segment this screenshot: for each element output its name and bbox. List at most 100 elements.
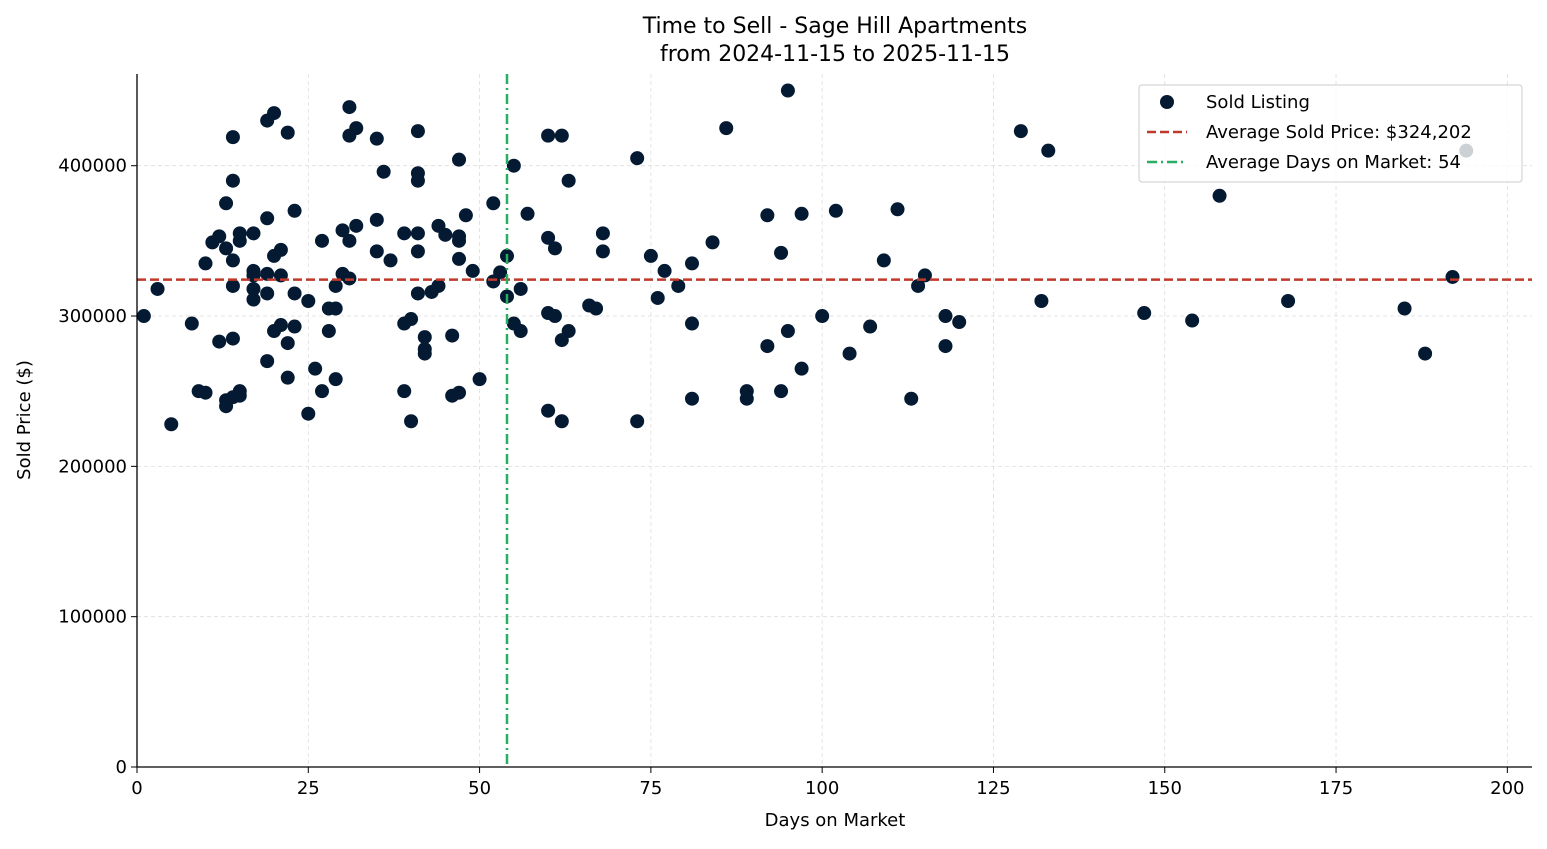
chart-title: Time to Sell - Sage Hill Apartments <box>642 14 1028 39</box>
data-point <box>828 203 843 218</box>
data-point <box>273 318 288 333</box>
data-point <box>404 414 419 429</box>
data-point <box>561 173 576 188</box>
data-point <box>541 403 556 418</box>
x-tick-label: 50 <box>468 778 491 799</box>
data-point <box>506 158 521 173</box>
data-point <box>520 206 535 221</box>
data-point <box>314 233 329 248</box>
y-tick-label: 100000 <box>58 607 127 628</box>
data-point <box>225 253 240 268</box>
data-point <box>705 235 720 250</box>
data-point <box>1418 346 1433 361</box>
data-point <box>911 278 926 293</box>
data-point <box>369 131 384 146</box>
data-point <box>876 253 891 268</box>
data-point <box>397 226 412 241</box>
data-point <box>219 241 234 256</box>
data-point <box>1013 124 1028 139</box>
axes: 0 25 50 75 100 125 150 175 200 0 100000 200000 30000… <box>58 74 1532 799</box>
data-point <box>630 414 645 429</box>
x-tick-label: 200 <box>1490 778 1524 799</box>
data-point <box>225 331 240 346</box>
data-point <box>815 309 830 324</box>
x-tick-label: 175 <box>1319 778 1353 799</box>
data-point <box>301 293 316 308</box>
data-point <box>212 229 227 244</box>
x-tick-label: 125 <box>976 778 1010 799</box>
data-point <box>301 406 316 421</box>
data-point <box>280 370 295 385</box>
data-point <box>184 316 199 331</box>
data-point <box>780 83 795 98</box>
data-point <box>219 196 234 211</box>
data-point <box>328 278 343 293</box>
data-point <box>589 301 604 316</box>
data-point <box>1397 301 1412 316</box>
data-point <box>314 384 329 399</box>
data-point <box>1212 188 1227 203</box>
data-point <box>1034 293 1049 308</box>
average-lines <box>137 74 1532 767</box>
data-point <box>760 208 775 223</box>
data-point <box>643 248 658 263</box>
data-point <box>1137 306 1152 321</box>
data-point <box>280 336 295 351</box>
data-point <box>1445 269 1460 284</box>
data-point <box>342 233 357 248</box>
data-point <box>774 384 789 399</box>
data-point <box>684 256 699 271</box>
data-point <box>630 151 645 166</box>
data-point <box>410 286 425 301</box>
data-point <box>410 124 425 139</box>
data-point <box>335 223 350 238</box>
data-point <box>369 244 384 259</box>
data-point <box>547 241 562 256</box>
data-point <box>225 278 240 293</box>
data-point <box>246 292 261 307</box>
data-point <box>260 286 275 301</box>
data-point <box>452 233 467 248</box>
chart-subtitle: from 2024-11-15 to 2025-11-15 <box>660 42 1010 67</box>
data-point <box>452 152 467 167</box>
data-point <box>684 391 699 406</box>
data-point <box>938 309 953 324</box>
x-tick-label: 150 <box>1148 778 1182 799</box>
data-point <box>595 226 610 241</box>
data-point <box>904 391 919 406</box>
data-point <box>493 265 508 280</box>
data-point <box>458 208 473 223</box>
data-point <box>328 372 343 387</box>
legend-label-avg-price: Average Sold Price: $324,202 <box>1206 122 1472 143</box>
legend-label-sold: Sold Listing <box>1206 92 1310 113</box>
data-point <box>794 206 809 221</box>
data-point <box>938 339 953 354</box>
data-point <box>376 164 391 179</box>
data-point <box>890 202 905 217</box>
data-point <box>150 281 165 296</box>
data-point <box>431 278 446 293</box>
legend-marker-sold <box>1160 95 1174 109</box>
x-tick-label: 75 <box>639 778 662 799</box>
data-point <box>541 230 556 245</box>
data-point <box>547 309 562 324</box>
y-tick-label: 0 <box>116 757 127 778</box>
data-point <box>794 361 809 376</box>
data-point <box>287 203 302 218</box>
data-point <box>232 388 247 403</box>
x-tick-label: 25 <box>297 778 320 799</box>
data-point <box>438 227 453 242</box>
data-point <box>349 121 364 136</box>
data-point <box>760 339 775 354</box>
data-point <box>136 309 151 324</box>
data-point <box>1185 313 1200 328</box>
x-tick-label: 100 <box>805 778 839 799</box>
data-point <box>260 354 275 369</box>
data-point <box>445 328 460 343</box>
x-axis-label: Days on Market <box>765 810 906 831</box>
data-point <box>410 226 425 241</box>
data-point <box>164 417 179 432</box>
data-point <box>739 391 754 406</box>
y-axis-label: Sold Price ($) <box>14 360 35 480</box>
